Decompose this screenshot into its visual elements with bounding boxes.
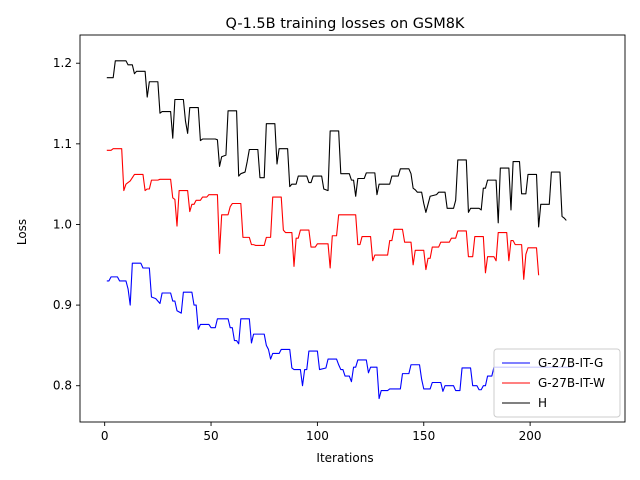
x-tick-label: 150 <box>412 429 435 443</box>
plot-area: 0 50 100 150 200 0.8 0.9 1.0 1.1 1.2 <box>53 34 626 443</box>
legend-box <box>493 348 621 418</box>
y-tick-label: 0.8 <box>53 379 72 393</box>
x-tick-label: 100 <box>306 429 329 443</box>
legend-label: H <box>538 396 547 410</box>
y-axis-title: Loss <box>15 219 29 245</box>
x-axis-title: Iterations <box>316 451 373 465</box>
y-tick-label: 1.1 <box>53 137 72 151</box>
legend-label: G-27B-IT-G <box>538 356 603 370</box>
legend: G-27B-IT-G G-27B-IT-W H <box>493 348 621 418</box>
x-tick-label: 50 <box>203 429 218 443</box>
series-line-3 <box>106 60 567 228</box>
y-tick-label: 1.0 <box>53 217 72 231</box>
x-tick-label: 0 <box>101 429 109 443</box>
y-tick-label: 0.9 <box>53 298 72 312</box>
legend-label: G-27B-IT-W <box>538 376 605 390</box>
series-line-2 <box>106 148 540 280</box>
axes-frame <box>79 34 626 423</box>
series-line-1 <box>106 262 573 400</box>
chart-title: Q-1.5B training losses on GSM8K <box>226 16 465 32</box>
y-tick-label: 1.2 <box>53 56 72 70</box>
x-tick-label: 200 <box>519 429 542 443</box>
